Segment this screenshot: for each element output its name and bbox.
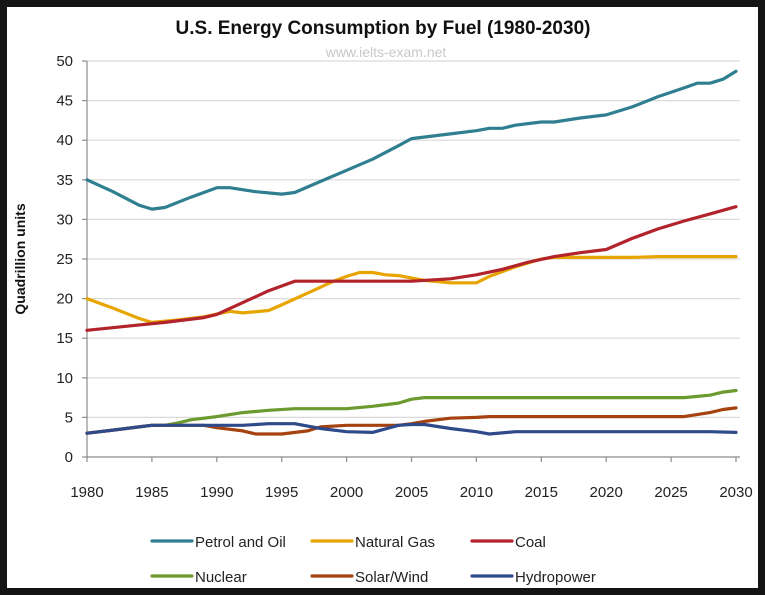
y-tick-label: 50 — [56, 53, 73, 70]
x-tick-label: 2030 — [719, 484, 752, 501]
y-tick-label: 40 — [56, 132, 73, 149]
series-line-hydropower — [85, 422, 738, 436]
chart-panel — [7, 7, 758, 588]
legend-label: Petrol and Oil — [195, 534, 286, 551]
legend-item-natural-gas: Natural Gas — [310, 534, 435, 551]
legend-label: Natural Gas — [355, 534, 435, 551]
x-tick-label: 1995 — [265, 484, 298, 501]
legend-item-coal: Coal — [470, 534, 546, 551]
y-tick-label: 15 — [56, 330, 73, 347]
y-tick-label: 20 — [56, 291, 73, 308]
y-tick-label: 30 — [56, 211, 73, 228]
legend: Petrol and Oil Natural Gas Coal Nuclear Sola… — [150, 534, 596, 586]
series-line-natural-gas — [85, 255, 738, 324]
legend-item-solar-wind: Solar/Wind — [310, 569, 428, 586]
legend-item-petrol-and-oil: Petrol and Oil — [150, 534, 286, 551]
legend-item-nuclear: Nuclear — [150, 569, 247, 586]
legend-label: Solar/Wind — [355, 569, 428, 586]
y-tick-label: 10 — [56, 370, 73, 387]
axes — [82, 60, 740, 462]
legend-label: Nuclear — [195, 569, 247, 586]
y-tick-label: 5 — [65, 409, 73, 426]
x-tick-label: 1990 — [200, 484, 233, 501]
series-lines — [85, 69, 738, 436]
x-tick-label: 2010 — [460, 484, 493, 501]
legend-label: Hydropower — [515, 569, 596, 586]
x-tick-label: 2015 — [525, 484, 558, 501]
x-tick-label: 2025 — [654, 484, 687, 501]
chart-title: U.S. Energy Consumption by Fuel (1980-20… — [176, 18, 591, 39]
x-tick-label: 2020 — [590, 484, 623, 501]
y-tick-labels: 0 5 10 15 20 25 30 35 40 45 50 — [56, 53, 73, 466]
x-tick-label: 1980 — [70, 484, 103, 501]
series-line-petrol-and-oil — [85, 69, 738, 211]
y-tick-label: 35 — [56, 172, 73, 189]
y-tick-label: 45 — [56, 93, 73, 110]
x-tick-label: 2005 — [395, 484, 428, 501]
gridlines — [87, 60, 740, 418]
y-axis-label: Quadrillion units — [12, 203, 28, 314]
x-tick-label: 1985 — [135, 484, 168, 501]
x-tick-labels: 1980 1985 1990 1995 2000 2005 2010 2015 2020 2025… — [70, 484, 752, 501]
series-line-coal — [85, 205, 738, 332]
legend-item-hydropower: Hydropower — [470, 569, 596, 586]
legend-label: Coal — [515, 534, 546, 551]
x-tick-label: 2000 — [330, 484, 363, 501]
watermark: www.ielts-exam.net — [325, 44, 447, 60]
y-tick-label: 25 — [56, 251, 73, 268]
y-tick-label: 0 — [65, 449, 73, 466]
